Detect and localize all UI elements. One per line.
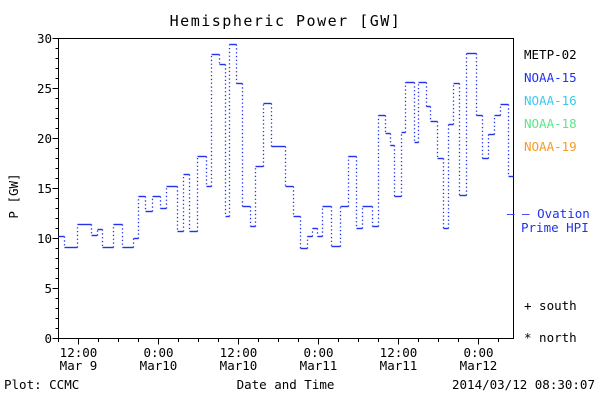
legend-item-noaa-16: NOAA-16 bbox=[524, 93, 577, 108]
x-tick-label: 12:00 Mar10 bbox=[219, 345, 258, 373]
ovation-legend-line1: Ovation bbox=[537, 206, 590, 221]
plot-timestamp: 2014/03/12 08:30:07 bbox=[452, 377, 595, 392]
x-tick-label: 12:00 Mar11 bbox=[379, 345, 418, 373]
y-tick-label: 5 bbox=[44, 280, 52, 296]
plot-frame bbox=[58, 38, 514, 339]
y-tick-label: 10 bbox=[36, 230, 52, 246]
x-tick-label: 0:00 Mar11 bbox=[299, 345, 338, 373]
x-axis-label: Date and Time bbox=[236, 377, 335, 392]
legend-item-noaa-15: NOAA-15 bbox=[524, 70, 577, 85]
south-marker-label: + south bbox=[524, 298, 577, 313]
legend-item-metp-02: METP-02 bbox=[524, 47, 577, 62]
y-axis-label: P [GW] bbox=[6, 173, 21, 219]
satellite-legend: METP-02 NOAA-15 NOAA-16 NOAA-18 NOAA-19 bbox=[524, 43, 577, 158]
y-tick-label: 15 bbox=[36, 180, 52, 196]
x-tick-label: 0:00 Mar12 bbox=[459, 345, 498, 373]
y-tick-label: 0 bbox=[44, 330, 52, 346]
ovation-legend-line2: Prime HPI bbox=[521, 220, 589, 235]
y-tick-label: 20 bbox=[36, 130, 52, 146]
page-title: Hemispheric Power [GW] bbox=[169, 12, 402, 30]
dashed-line-icon: – – bbox=[507, 206, 530, 221]
legend-item-noaa-18: NOAA-18 bbox=[524, 116, 577, 131]
plot-credit: Plot: CCMC bbox=[4, 377, 80, 392]
x-tick-label: 12:00 Mar 9 bbox=[59, 345, 98, 373]
ovation-prime-legend: – – Ovation Prime HPI bbox=[507, 207, 599, 235]
north-marker-label: * north bbox=[524, 330, 577, 345]
legend-item-noaa-19: NOAA-19 bbox=[524, 139, 577, 154]
y-tick-label: 25 bbox=[36, 80, 52, 96]
x-tick-label: 0:00 Mar10 bbox=[139, 345, 178, 373]
y-tick-label: 30 bbox=[36, 30, 52, 46]
